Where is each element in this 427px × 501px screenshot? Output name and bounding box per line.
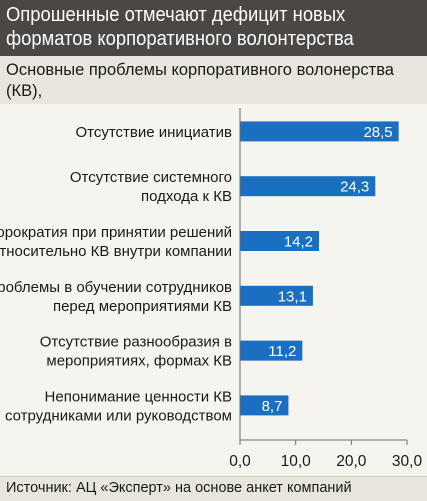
category-label: Бюрократия при принятии решений относител…: [0, 224, 232, 260]
chart-headline: Опрошенные отмечают дефицит новых формат…: [6, 4, 354, 50]
x-tick-label: 30,0: [392, 453, 423, 470]
bar: [240, 340, 303, 361]
plot-background: [0, 104, 427, 476]
source-note: Источник: АЦ «Эксперт» на основе анкет к…: [6, 480, 352, 496]
bar-value-label: 24,3: [340, 179, 369, 196]
x-tick-label: 20,0: [336, 453, 367, 470]
bar-value-label: 13,1: [278, 288, 307, 305]
category-label: Проблемы в обучении сотрудников перед мер…: [0, 279, 232, 315]
x-tick-label: 0,0: [229, 453, 251, 470]
category-label: Отсутствие системного подхода к КВ: [70, 169, 232, 205]
bar: [240, 231, 320, 251]
category-label: Отсутствие инициатив: [75, 124, 232, 141]
bar: [240, 121, 399, 142]
bar: [240, 395, 289, 416]
category-label: Непонимание ценности КВ сотрудниками или …: [5, 388, 232, 424]
bar-value-label: 8,7: [262, 398, 283, 415]
bar-value-label: 28,5: [363, 124, 392, 141]
footer: Источник: АЦ «Эксперт» на основе анкет к…: [0, 476, 427, 501]
x-tick-label: 10,0: [281, 453, 312, 470]
bar-value-label: 11,2: [268, 343, 296, 360]
category-label: Отсутствие разнообразия в мероприятиях, ф…: [40, 334, 232, 370]
bar: [240, 285, 313, 306]
bar-chart: Отсутствие инициатив 28,5 Отсутствие систе…: [0, 108, 423, 470]
bar-value-label: 14,2: [284, 234, 313, 251]
header-banner: Опрошенные отмечают дефицит новых формат…: [0, 0, 427, 56]
bar: [240, 176, 376, 197]
